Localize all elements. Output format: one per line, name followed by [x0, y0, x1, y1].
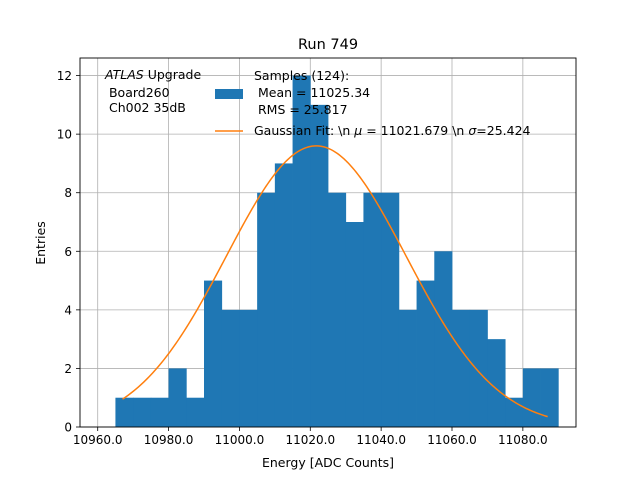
x-tick-label: 11040.0 [356, 433, 406, 447]
legend: Samples (124): Mean = 11025.34 RMS = 25.… [215, 68, 531, 138]
channel-label: Ch002 35dB [105, 100, 186, 115]
histogram-bar [115, 397, 134, 427]
y-tick-label: 4 [64, 303, 72, 317]
histogram-bar [381, 192, 400, 427]
histogram-bar [186, 397, 205, 427]
histogram-bar [398, 309, 417, 427]
histogram-bar [274, 163, 293, 427]
histogram-bar [221, 309, 240, 427]
gaussian-fit-curve [122, 145, 548, 418]
histogram-bar [540, 368, 559, 427]
x-tick-label: 11020.0 [285, 433, 335, 447]
histogram-bar [363, 192, 382, 427]
histogram-bar [345, 222, 364, 427]
histogram-bar [150, 397, 169, 427]
plot-frame [79, 57, 577, 428]
y-tick-label: 12 [57, 69, 72, 83]
histogram-bar [133, 397, 152, 427]
legend-histogram-label-line2: Mean = 11025.34 [254, 85, 370, 100]
legend-histogram-label-line3: RMS = 25.817 [254, 102, 348, 117]
legend-histogram-label-line1: Samples (124): [254, 68, 349, 83]
histogram-bar [469, 309, 488, 427]
y-tick-label: 6 [64, 245, 72, 259]
histogram-bar [434, 251, 453, 427]
histogram-bar [257, 192, 276, 427]
atlas-italic-label: ATLAS [104, 67, 144, 82]
histogram-bar [239, 309, 258, 427]
gaussian-fit-line [122, 145, 548, 418]
legend-fit-label: Gaussian Fit: \n μ = 11021.679 \n σ=25.4… [254, 123, 531, 138]
legend-histogram-swatch [215, 89, 243, 99]
histogram-bar [168, 368, 187, 427]
y-tick-label: 10 [57, 128, 72, 142]
x-tick-label: 10980.0 [144, 433, 194, 447]
histogram-bar [292, 75, 311, 428]
histogram-bar [452, 309, 471, 427]
histogram-bar [204, 280, 223, 427]
histogram-bar [416, 280, 435, 427]
x-tick-label: 11080.0 [498, 433, 548, 447]
svg-text:ATLAS Upgrade: ATLAS Upgrade [104, 67, 201, 82]
atlas-annotation: ATLAS Upgrade Board260 Ch002 35dB [104, 67, 201, 115]
x-tick-label: 10960.0 [73, 433, 123, 447]
x-axis-label: Energy [ADC Counts] [262, 455, 394, 470]
x-tick-label: 11060.0 [427, 433, 477, 447]
x-tick-label: 11000.0 [215, 433, 265, 447]
histogram-bar [487, 339, 506, 427]
y-axis-label: Entries [33, 221, 48, 265]
chart-title: Run 749 [298, 37, 358, 53]
axis-ticks: 10960.0 10980.0 11000.0 11020.0 11040.0 11060… [57, 69, 548, 447]
histogram-bars [115, 75, 559, 428]
histogram-bar [328, 192, 347, 427]
atlas-upgrade-label: Upgrade [144, 67, 202, 82]
histogram-bar [522, 368, 541, 427]
y-tick-label: 8 [64, 186, 72, 200]
board-label: Board260 [105, 85, 170, 100]
histogram-bar [310, 104, 329, 427]
y-tick-label: 2 [64, 362, 72, 376]
y-tick-label: 0 [64, 421, 72, 435]
